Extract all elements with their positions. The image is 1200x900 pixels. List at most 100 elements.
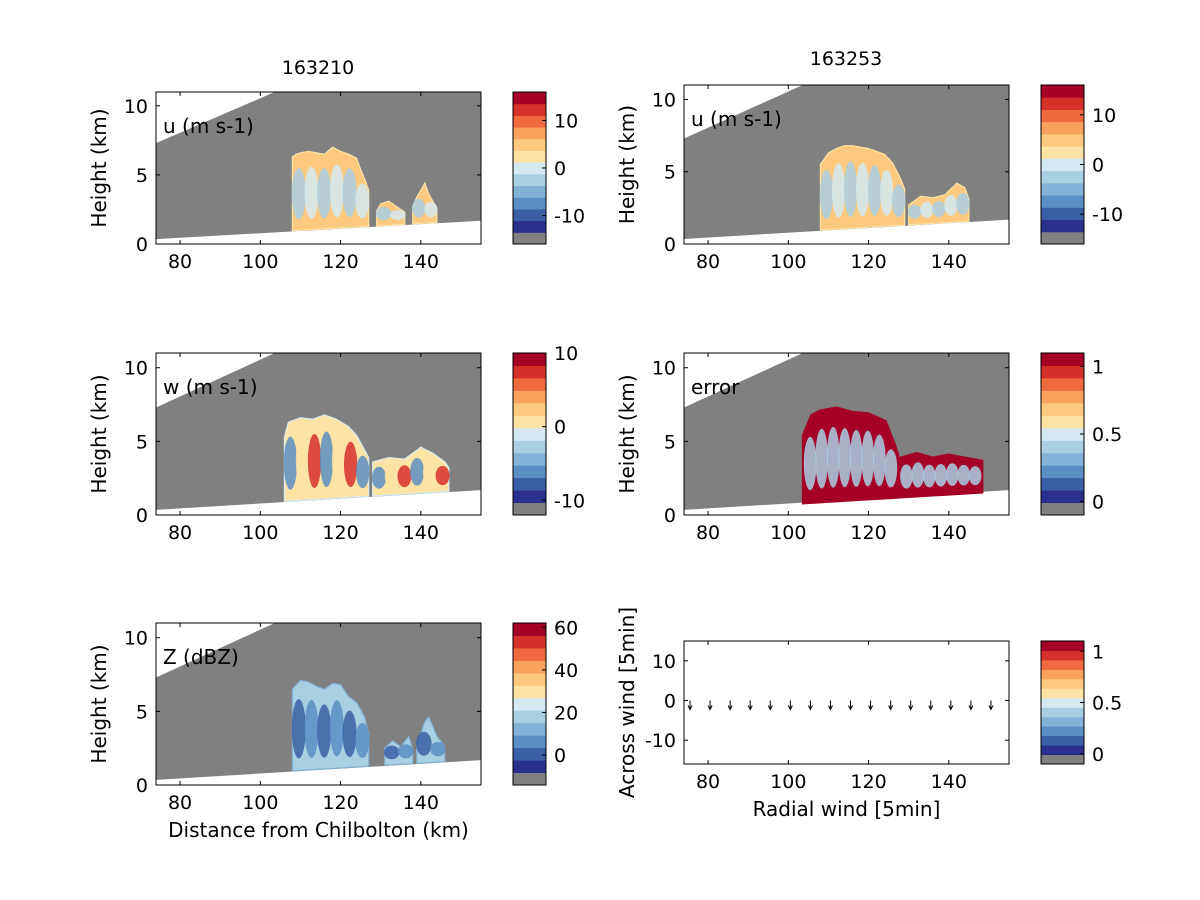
y-tick-label: 5 [664,162,676,184]
colorbar-swatch [513,465,546,479]
colorbar-swatch [1041,678,1084,689]
colorbar-swatch [513,208,546,222]
colorbar-swatch [513,365,546,379]
x-tick-label: 80 [696,251,720,273]
colorbar-swatch [513,220,546,233]
y-tick-label: 10 [124,358,148,380]
echo-cell [923,464,936,488]
colorbar-swatch [513,150,546,163]
echo-cell [375,206,392,221]
echo-cell [815,428,829,489]
plot-area [156,353,481,515]
x-tick-label: 140 [931,522,967,544]
panel-label: u (m s-1) [691,107,782,131]
y-tick-label: 10 [652,89,676,111]
column-title-right: 163253 [810,48,883,70]
colorbar-swatch [1041,688,1084,699]
y-tick-label: 0 [664,234,676,256]
y-tick-label: 0 [136,775,148,797]
x-tick-label: 100 [770,522,806,544]
colorbar-swatch [1041,182,1084,196]
echo-cell [384,464,399,488]
x-tick-label: 100 [242,251,278,273]
colorbar-swatch [1041,415,1084,429]
x-tick-label: 100 [242,522,278,544]
wind-arrow-head [888,705,894,711]
wind-arrow-head [787,705,793,711]
y-axis-label: Height (km) [615,374,639,493]
x-tick-label: 100 [770,771,806,793]
x-tick-label: 120 [850,251,886,273]
echo-cell [398,744,414,759]
echo-cell [861,430,875,487]
echo-cell [416,731,432,756]
echo-cell [355,722,370,758]
y-tick-label: 0 [136,234,148,256]
colorbar-tick-label: 0 [1092,492,1104,514]
echo-texture [819,161,906,220]
colorbar-swatch [513,92,546,105]
x-tick-label: 140 [403,251,439,273]
echo-cell [283,436,298,490]
colorbar-swatch [513,440,546,454]
colorbar-swatch [513,427,546,441]
wind-arrow-head [968,705,974,711]
echo-texture [372,457,450,489]
colorbar-swatch [1041,716,1084,727]
y-tick-label: 10 [652,651,676,673]
echo-cell [430,741,446,757]
colorbar-swatch [513,502,546,516]
echo-cell [412,198,426,218]
colorbar-swatch [1041,170,1084,184]
echo-cell [819,169,834,220]
wind-arrow-head [848,705,853,711]
wind-arrow-head [948,705,954,711]
colorbar-swatch [513,452,546,466]
colorbar-swatch [513,697,546,711]
x-tick-label: 100 [242,792,278,814]
echo-cell [934,464,948,487]
y-axis-label: Height (km) [87,374,111,493]
echo-cell [342,710,357,758]
echo-cell [307,433,322,489]
y-tick-label: 5 [664,431,676,453]
echo-cell [384,745,400,760]
panel-label: w (m s-1) [163,375,258,399]
colorbar-swatch [1041,427,1084,441]
axes-frame [155,622,482,786]
colorbar-swatch [1041,502,1084,516]
y-tick-label: 5 [136,165,148,187]
y-tick-label: 0 [136,505,148,527]
plot-area [684,641,1009,764]
axes-frame [683,640,1010,765]
echo-cell [867,165,882,217]
wind-arrow-head [727,705,733,711]
y-axis-label: Height (km) [87,108,111,227]
colorbar-swatch [1041,440,1084,454]
colorbar-swatch [1041,133,1084,147]
colorbar-swatch [1041,754,1084,765]
colorbar-swatch [1041,121,1084,135]
echo-cell [932,200,946,218]
colorbar-swatch [513,490,546,504]
echo-cell [295,433,310,489]
x-axis-label: Radial wind [5min] [753,797,941,821]
colorbar-swatch [1041,231,1084,245]
echo-cell [838,428,852,488]
colorbar-swatch [1041,735,1084,746]
echo-texture [291,699,370,759]
colorbar-swatch [1041,85,1084,98]
colorbar-swatch [1041,726,1084,737]
echo-cell [397,465,412,488]
colorbar-tick-label: 0 [554,158,566,180]
colorbar-swatch [513,197,546,210]
colorbar-tick-label: 0 [554,745,566,767]
echo-cell [304,700,319,758]
colorbar-swatch [1041,195,1084,208]
y-tick-label: 5 [136,701,148,723]
colorbar-tick-label: 0.5 [1092,693,1122,715]
echo-cell [920,201,934,218]
